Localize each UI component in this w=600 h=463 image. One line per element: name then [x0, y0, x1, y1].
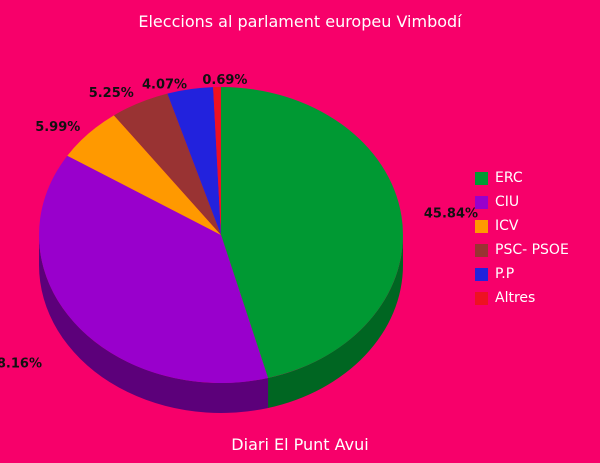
- pie-side-ciu: [39, 235, 269, 413]
- pie-slice-p-p: [167, 87, 221, 235]
- value-label-psc-psoe: 5.25%: [89, 86, 134, 101]
- pie-slice-ciu: [39, 155, 269, 383]
- pie-slice-psc-psoe: [113, 93, 221, 235]
- legend-swatch: [475, 291, 488, 305]
- legend-item-psc-psoe: PSC- PSOE: [475, 238, 569, 262]
- legend: ERC CIU ICV PSC- PSOE P.P Altres: [475, 166, 569, 310]
- legend-swatch: [475, 219, 488, 233]
- pie-slice-icv: [67, 115, 221, 235]
- value-label-erc: 45.84%: [424, 207, 478, 222]
- legend-item-ciu: CIU: [475, 190, 569, 214]
- pie-side-erc: [268, 235, 403, 408]
- legend-label: CIU: [495, 194, 520, 210]
- source-footer: Diari El Punt Avui: [231, 435, 369, 454]
- legend-label: Altres: [495, 290, 536, 306]
- legend-swatch: [475, 171, 488, 185]
- legend-label: ICV: [495, 218, 519, 234]
- chart-title: Eleccions al parlament europeu Vimbodí: [138, 12, 462, 31]
- pie-slice-altres: [213, 87, 221, 235]
- value-label-altres: 0.69%: [202, 73, 247, 88]
- legend-item-icv: ICV: [475, 214, 569, 238]
- pie-slice-erc: [221, 87, 403, 378]
- legend-swatch: [475, 243, 488, 257]
- legend-label: ERC: [495, 170, 523, 186]
- value-label-ciu: 38.16%: [0, 356, 42, 371]
- legend-label: P.P: [495, 266, 515, 282]
- legend-item-p-p: P.P: [475, 262, 569, 286]
- value-label-icv: 5.99%: [35, 120, 80, 135]
- value-label-p-p: 4.07%: [142, 77, 187, 92]
- legend-swatch: [475, 195, 488, 209]
- legend-label: PSC- PSOE: [495, 242, 569, 258]
- legend-item-erc: ERC: [475, 166, 569, 190]
- legend-swatch: [475, 267, 488, 281]
- legend-item-altres: Altres: [475, 286, 569, 310]
